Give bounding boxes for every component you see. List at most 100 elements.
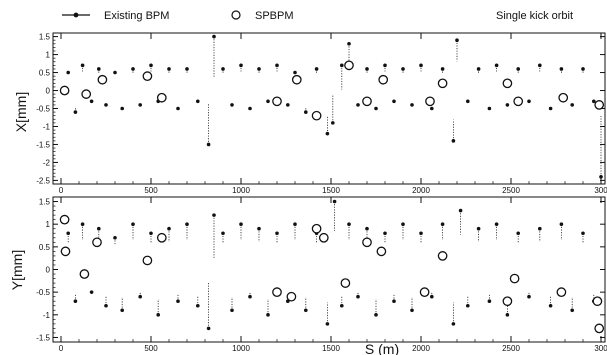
x-bpm-point xyxy=(505,103,510,107)
y-bpm-point xyxy=(527,294,531,299)
y-spbpm-point xyxy=(142,255,153,266)
y-bpm-point xyxy=(176,299,180,304)
legend-spbpm-label: SPBPM xyxy=(255,10,294,22)
x-bpm-point xyxy=(516,67,520,71)
y-ytick-label: -1 xyxy=(43,311,51,320)
y-ytick-label: -1.5 xyxy=(36,333,50,342)
y-ytick-label: 0.5 xyxy=(39,243,51,252)
y-bpm-point xyxy=(196,303,200,308)
y-bpm-point xyxy=(466,303,470,308)
x-bpm-point xyxy=(212,34,216,39)
y-bpm-point xyxy=(221,231,225,236)
x-xtick-label: 2000 xyxy=(412,186,430,195)
y-bpm-point xyxy=(138,294,142,299)
y-spbpm-point xyxy=(502,296,513,307)
y-bpm-point xyxy=(120,308,124,313)
x-spbpm-point xyxy=(272,96,282,107)
x-bpm-point xyxy=(419,63,423,68)
x-bpm-point xyxy=(73,110,78,114)
x-spbpm-point xyxy=(437,78,448,89)
x-spbpm-point xyxy=(362,96,372,107)
x-ytick-label: 1.5 xyxy=(39,33,51,42)
y-ytick-label: 0 xyxy=(46,266,51,275)
x-bpm-point xyxy=(257,67,261,71)
x-bpm-point xyxy=(581,67,585,71)
y-xtick-label: 2000 xyxy=(412,344,430,353)
x-bpm-point xyxy=(206,142,211,147)
y-bpm-point xyxy=(266,313,270,317)
x-spbpm-point xyxy=(81,89,92,99)
y-spbpm-point xyxy=(594,323,605,334)
y-bpm-point xyxy=(332,199,337,204)
y-bpm-point xyxy=(340,303,344,308)
y-bpm-point xyxy=(516,231,520,236)
x-bpm-point xyxy=(340,63,344,68)
y-spbpm-point xyxy=(376,246,387,257)
y-orbit-panel: Y[mm] S (m) 1.5 1 0.5 0 -0.5 -1 -1.5 0 500 1000 15… xyxy=(9,196,607,355)
y-bpm-point xyxy=(365,226,369,231)
x-bpm-point xyxy=(410,103,414,107)
x-spbpm-point xyxy=(97,74,108,85)
y-ytick-label: -0.5 xyxy=(36,288,50,297)
y-bpm-point xyxy=(440,222,445,226)
chart-title: Single kick orbit xyxy=(496,10,573,22)
y-bpm-point xyxy=(104,303,108,308)
y-axis-ylabel: Y[mm] xyxy=(9,250,25,290)
y-xtick-label: 300 xyxy=(594,344,607,353)
y-xtick-label: 1000 xyxy=(232,344,250,353)
x-xtick-label: 0 xyxy=(59,186,64,195)
y-bpm-point xyxy=(257,226,261,231)
y-bpm-point xyxy=(185,222,189,226)
s-axis-xlabel: S (m) xyxy=(365,341,399,355)
x-bpm-point xyxy=(527,99,531,104)
x-ytick-label: -2.5 xyxy=(36,176,50,185)
x-spbpm-point xyxy=(502,78,513,89)
x-bpm-point xyxy=(89,99,94,104)
y-bpm-point xyxy=(487,299,492,304)
x-bpm-point xyxy=(548,106,553,111)
y-bpm-point xyxy=(383,231,387,236)
y-bpm-point xyxy=(559,222,564,226)
x-bpm-point xyxy=(451,139,456,143)
y-bpm-point xyxy=(230,308,234,313)
x-bpm-point xyxy=(455,38,459,42)
y-spbpm-point xyxy=(556,287,567,298)
y-spbpm-point xyxy=(592,296,603,307)
x-bpm-point xyxy=(365,67,369,71)
y-bpm-point xyxy=(570,308,574,313)
x-ytick-label: -0.5 xyxy=(36,105,50,114)
y-bpm-point xyxy=(304,308,308,313)
y-spbpm-point xyxy=(92,237,102,248)
y-bpm-point xyxy=(206,326,211,331)
x-spbpm-point xyxy=(142,71,153,81)
y-ytick-label: 1.5 xyxy=(39,198,51,207)
y-spbpm-point xyxy=(362,237,372,248)
x-bpm-point xyxy=(230,103,234,107)
x-spbpm-point xyxy=(311,110,322,121)
y-bpm-point xyxy=(73,299,78,304)
x-spbpm-point xyxy=(558,92,569,103)
x-bpm-point xyxy=(196,99,200,104)
y-spbpm-point xyxy=(286,291,297,302)
y-bpm-point xyxy=(325,322,330,326)
x-bpm-point xyxy=(104,103,108,107)
y-bpm-point xyxy=(538,226,542,231)
x-spbpm-point xyxy=(425,96,435,107)
y-bpm-point xyxy=(239,222,243,226)
y-xtick-label: 0 xyxy=(59,344,64,353)
x-bpm-point xyxy=(430,106,434,111)
y-bpm-point xyxy=(356,294,360,299)
y-spbpm-point xyxy=(311,223,322,234)
x-xtick-label: 2500 xyxy=(502,186,520,195)
x-bpm-point xyxy=(80,63,85,68)
y-bpm-point xyxy=(458,208,463,213)
y-bpm-point xyxy=(451,322,456,326)
y-spbpm-point xyxy=(437,251,448,261)
y-xtick-label: 1500 xyxy=(322,344,340,353)
y-bpm-point xyxy=(167,226,171,231)
y-bpm-point xyxy=(80,222,85,226)
y-bpm-point xyxy=(347,222,351,226)
y-spbpm-point xyxy=(419,287,430,298)
x-spbpm-point xyxy=(291,74,302,85)
y-bpm-point xyxy=(131,222,135,226)
